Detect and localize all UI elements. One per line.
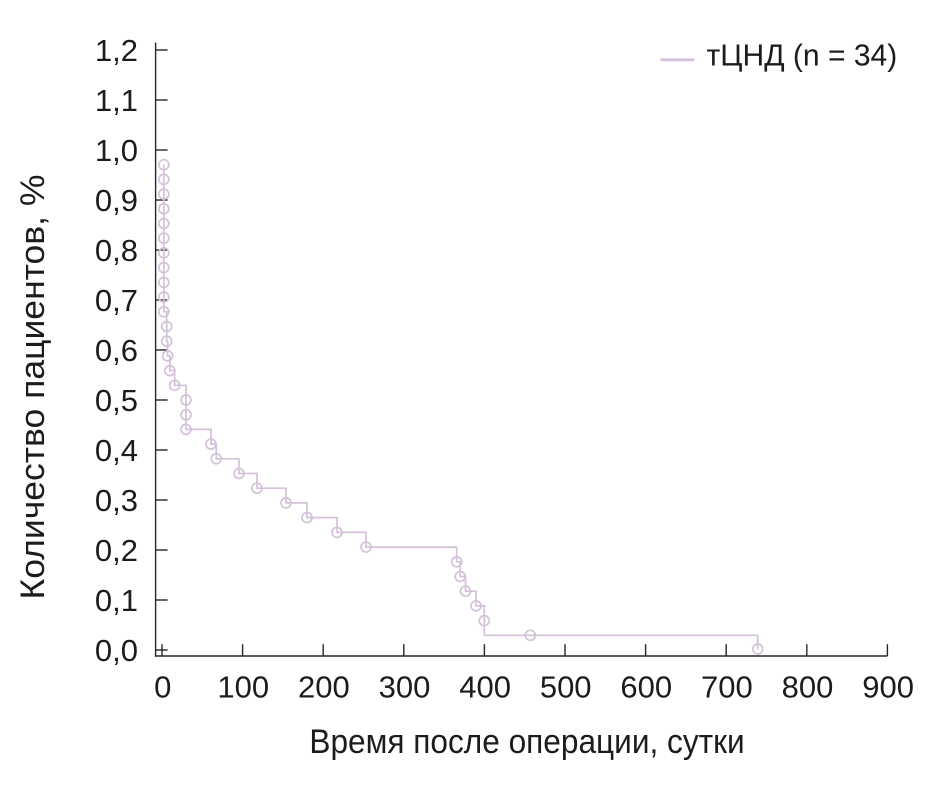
svg-text:0,9: 0,9 bbox=[95, 183, 138, 218]
svg-text:1,1: 1,1 bbox=[95, 83, 138, 118]
svg-text:700: 700 bbox=[701, 669, 753, 704]
svg-text:0,3: 0,3 bbox=[95, 483, 138, 518]
svg-text:Количество пациентов, %: Количество пациентов, % bbox=[15, 174, 52, 599]
svg-text:0,4: 0,4 bbox=[95, 433, 138, 468]
svg-text:0,0: 0,0 bbox=[95, 633, 138, 668]
svg-text:600: 600 bbox=[620, 669, 672, 704]
svg-text:0,2: 0,2 bbox=[95, 533, 138, 568]
svg-text:800: 800 bbox=[782, 669, 834, 704]
svg-text:400: 400 bbox=[459, 669, 511, 704]
svg-text:0,8: 0,8 bbox=[95, 233, 138, 268]
svg-text:0,7: 0,7 bbox=[95, 283, 138, 318]
svg-text:0,5: 0,5 bbox=[95, 383, 138, 418]
svg-text:0,6: 0,6 bbox=[95, 333, 138, 368]
svg-text:200: 200 bbox=[298, 669, 350, 704]
svg-text:300: 300 bbox=[379, 669, 431, 704]
svg-text:900: 900 bbox=[862, 669, 914, 704]
svg-text:тЦНД (n = 34): тЦНД (n = 34) bbox=[707, 38, 898, 73]
svg-text:1,2: 1,2 bbox=[95, 33, 138, 68]
svg-text:Время после операции, сутки: Время после операции, сутки bbox=[309, 722, 744, 760]
svg-text:0,1: 0,1 bbox=[95, 583, 138, 618]
svg-text:1,0: 1,0 bbox=[95, 133, 138, 168]
svg-text:100: 100 bbox=[217, 669, 269, 704]
svg-text:0: 0 bbox=[154, 669, 171, 704]
svg-text:500: 500 bbox=[540, 669, 592, 704]
